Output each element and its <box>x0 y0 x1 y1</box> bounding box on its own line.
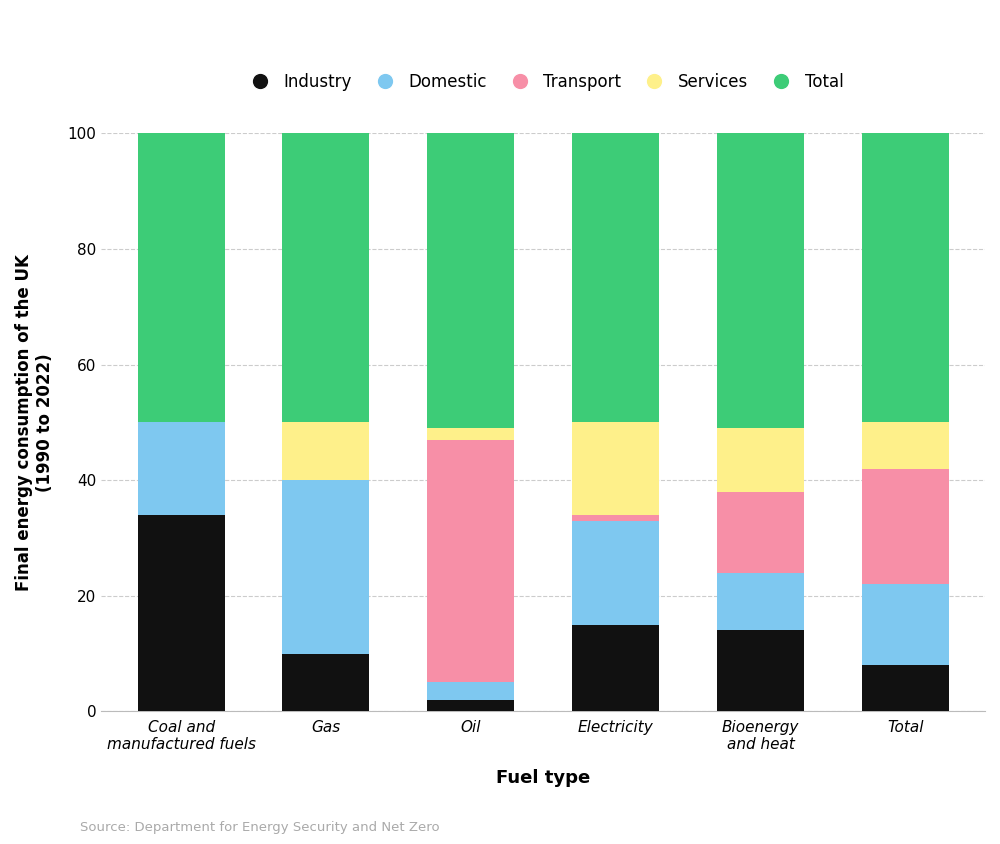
Bar <box>717 492 804 573</box>
Bar <box>138 422 225 515</box>
Bar <box>862 422 949 468</box>
Bar <box>572 515 659 521</box>
Bar <box>862 133 949 422</box>
Bar <box>717 573 804 630</box>
Bar <box>572 521 659 625</box>
Bar <box>282 133 369 422</box>
Bar <box>282 653 369 711</box>
Bar <box>862 665 949 711</box>
Bar <box>138 515 225 711</box>
Bar <box>138 133 225 422</box>
Bar <box>427 683 514 700</box>
Bar <box>862 468 949 584</box>
Bar <box>282 480 369 653</box>
Bar <box>427 700 514 711</box>
Bar <box>282 422 369 480</box>
Bar <box>572 422 659 515</box>
X-axis label: Fuel type: Fuel type <box>496 769 590 787</box>
Bar <box>427 440 514 683</box>
Legend: Industry, Domestic, Transport, Services, Total: Industry, Domestic, Transport, Services,… <box>236 67 850 98</box>
Bar <box>572 133 659 422</box>
Bar <box>572 625 659 711</box>
Bar <box>717 630 804 711</box>
Bar <box>862 584 949 665</box>
Text: Source: Department for Energy Security and Net Zero: Source: Department for Energy Security a… <box>80 821 440 835</box>
Bar <box>427 133 514 428</box>
Bar <box>717 428 804 492</box>
Bar <box>717 133 804 428</box>
Bar <box>427 428 514 440</box>
Y-axis label: Final energy consumption of the UK
(1990 to 2022): Final energy consumption of the UK (1990… <box>15 254 54 591</box>
